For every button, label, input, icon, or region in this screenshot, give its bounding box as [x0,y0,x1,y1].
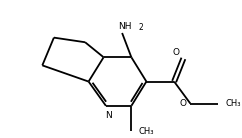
Text: O: O [180,99,187,108]
Text: CH₃: CH₃ [225,99,241,108]
Text: N: N [105,111,112,120]
Text: NH: NH [118,22,131,31]
Text: 2: 2 [138,23,143,32]
Text: CH₃: CH₃ [138,127,154,136]
Text: O: O [173,48,180,57]
